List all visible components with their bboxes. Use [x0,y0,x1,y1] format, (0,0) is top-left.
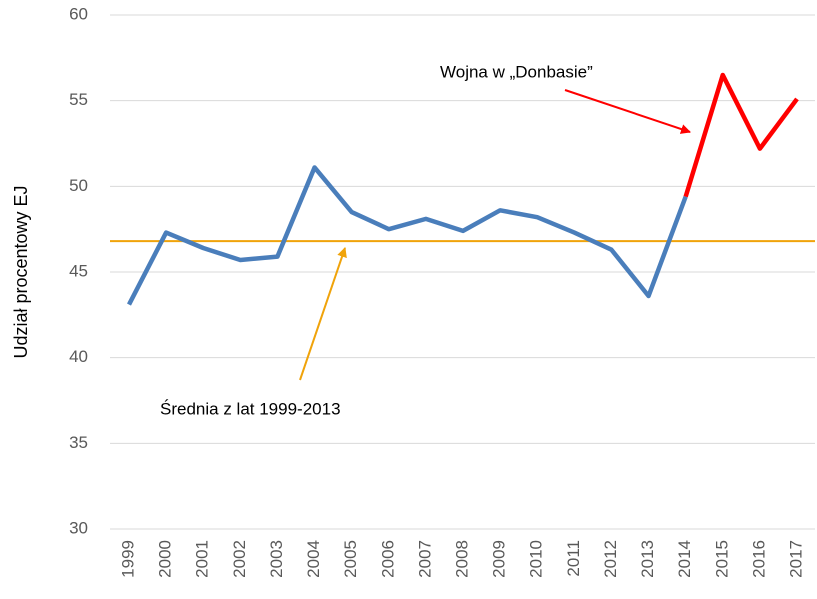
x-tick-label: 2013 [638,540,657,578]
x-tick-label: 2016 [749,540,768,578]
y-tick-label: 50 [69,176,88,195]
x-tick-label: 2010 [527,540,546,578]
x-tick-label: 2006 [378,540,397,578]
x-tick-label: 2008 [452,540,471,578]
x-tick-label: 2017 [786,540,805,578]
x-tick-label: 1999 [118,540,137,578]
annotation: Średnia z lat 1999-2013 [160,399,341,418]
y-tick-label: 55 [69,90,88,109]
y-tick-label: 45 [69,261,88,280]
x-tick-label: 2011 [564,540,583,577]
x-tick-label: 2000 [156,540,175,578]
x-tick-label: 2001 [193,540,212,578]
x-tick-label: 2004 [304,540,323,578]
y-tick-label: 60 [69,4,88,23]
plot: 30 35 40 45 50 55 60 1999 2000 2001 2002 2003 2004 20… [69,4,815,578]
y-tick-label: 35 [69,433,88,452]
annotation: Wojna w „Donbasie” [440,62,593,81]
x-tick-label: 2009 [490,540,509,578]
x-tick-label: 2003 [267,540,286,578]
y-tick-label: 40 [69,347,88,366]
y-tick-label: 30 [69,518,88,537]
x-tick-label: 2014 [675,540,694,578]
y-axis-label: Udział procentowy EJ [11,185,31,358]
annotation-arrow [564,89,691,134]
x-tick-label: 2015 [712,540,731,578]
x-tick-label: 2007 [415,540,434,578]
x-tick-label: 2002 [230,540,249,578]
series-line [683,72,799,198]
x-tick-label: 2012 [601,540,620,578]
x-tick-label: 2005 [341,540,360,578]
series-line [127,165,688,306]
annotation-arrow [299,247,347,381]
